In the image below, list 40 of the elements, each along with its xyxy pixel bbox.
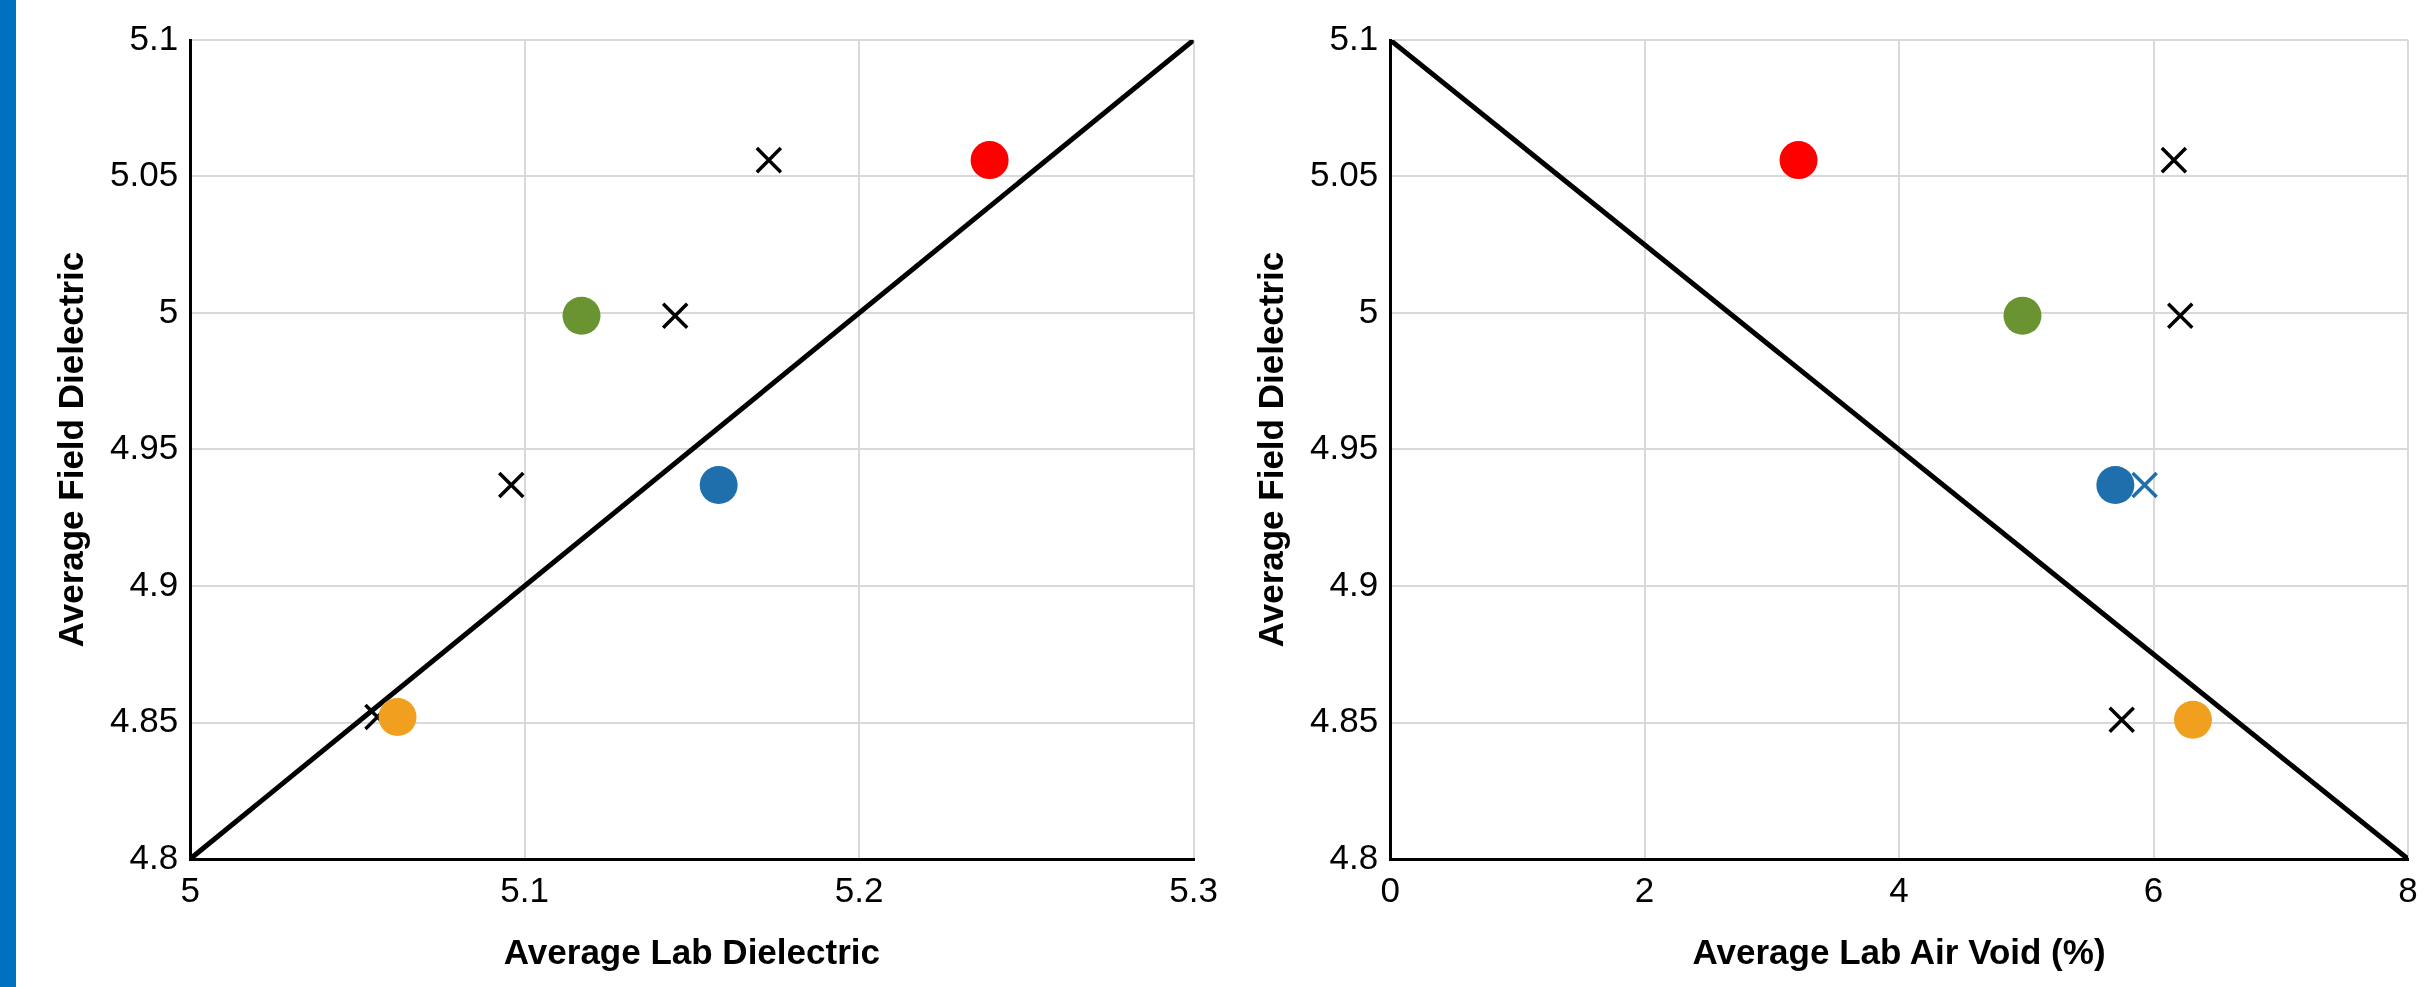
y-tick-label: 5.1	[1329, 17, 1379, 57]
point	[661, 301, 689, 330]
y-axis-title: Average Field Dielectric	[50, 251, 90, 648]
y-tick-label: 4.8	[129, 836, 179, 876]
x-axis-title: Average Lab Air Void (%)	[1692, 931, 2106, 971]
point	[970, 141, 1009, 180]
y-tick-label: 4.85	[110, 700, 179, 740]
y-tick-label: 5.05	[1310, 154, 1379, 194]
x-tick-label: 8	[2398, 869, 2418, 909]
y-tick-label: 4.95	[1310, 427, 1379, 467]
x-tick-label: 6	[2143, 869, 2164, 909]
point	[2096, 465, 2135, 504]
point	[699, 465, 738, 504]
y-tick-label: 5.1	[129, 17, 179, 57]
y-axis-title: Average Field Dielectric	[1250, 251, 1290, 648]
y-tick-label: 5	[158, 290, 179, 330]
y-tick-label: 4.85	[1310, 700, 1379, 740]
point	[2173, 700, 2212, 739]
point	[2160, 146, 2188, 174]
point	[562, 296, 601, 335]
y-tick-label: 4.95	[110, 427, 179, 467]
point	[755, 146, 783, 174]
y-tick-label: 4.9	[1329, 563, 1379, 603]
x-tick-label: 2	[1634, 869, 1655, 909]
point	[2107, 706, 2136, 734]
point	[378, 698, 417, 737]
y-tick-label: 5	[1358, 290, 1379, 330]
y-tick-label: 4.9	[129, 563, 179, 603]
point	[1779, 141, 1818, 180]
point	[2166, 301, 2195, 330]
point	[2003, 296, 2042, 335]
y-tick-label: 5.05	[110, 154, 179, 194]
x-axis-title: Average Lab Dielectric	[503, 931, 880, 971]
point	[497, 471, 526, 499]
x-tick-label: 4	[1889, 869, 1909, 909]
x-tick-label: 5.1	[500, 869, 549, 909]
x-tick-label: 5.2	[834, 869, 884, 909]
x-tick-label: 0	[1380, 869, 1400, 909]
y-tick-label: 4.8	[1329, 836, 1379, 876]
x-tick-label: 5.3	[1169, 869, 1218, 909]
